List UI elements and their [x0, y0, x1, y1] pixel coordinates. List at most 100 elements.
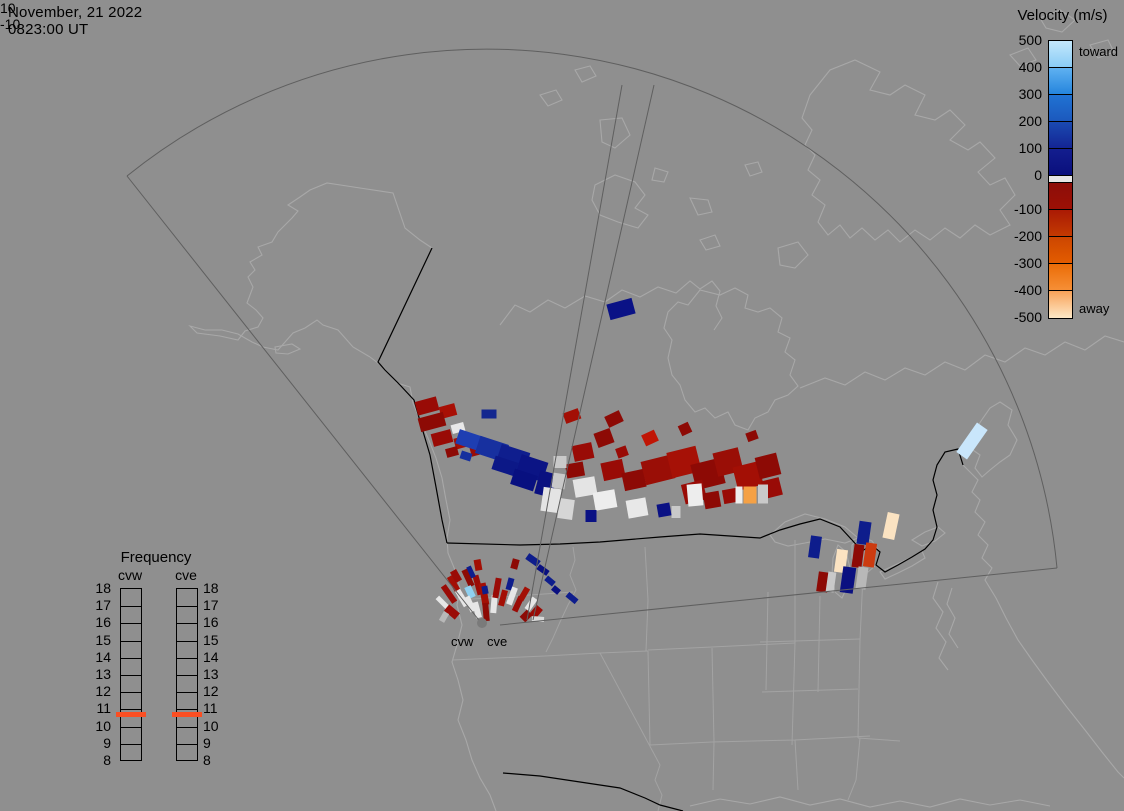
freq-cell-divider [176, 623, 197, 624]
velocity-cell [510, 468, 538, 492]
freq-cell-divider [120, 692, 141, 693]
velocity-cell [553, 456, 567, 468]
velocity-cell [640, 454, 676, 486]
freq-tick-label: 10 [95, 717, 111, 734]
velocity-cell [862, 542, 878, 568]
header: November, 21 2022 0823:00 UT [8, 4, 142, 38]
velocity-cell [440, 584, 458, 604]
threshold-lower-label: -10 [0, 16, 21, 32]
velocity-cell [732, 461, 764, 491]
freq-tick-label: 16 [203, 614, 219, 631]
freq-cell-divider [120, 744, 141, 745]
velocity-cell [417, 411, 447, 433]
velocity-tick-label: 400 [1018, 59, 1042, 75]
velocity-tick-label: -500 [1013, 309, 1042, 325]
velocity-tick-label: -100 [1013, 201, 1042, 217]
velocity-cell [449, 569, 463, 583]
velocity-cell [604, 410, 624, 428]
freq-tick-label: 8 [103, 752, 111, 768]
velocity-cell [855, 566, 869, 590]
velocity-colorbar-segment [1049, 176, 1072, 183]
velocity-cell [606, 297, 636, 321]
velocity-cell [839, 566, 857, 594]
velocity-legend: Velocity (m/s) 500 400 300 200 100 0 -100 -200 -… [0, 0, 1124, 325]
velocity-cell [464, 585, 476, 599]
velocity-cell [414, 396, 440, 416]
away-label: away [1079, 301, 1110, 316]
velocity-cell [510, 558, 520, 570]
velocity-cell [551, 472, 567, 490]
velocity-cell [735, 486, 743, 504]
freq-cell-divider [176, 727, 197, 728]
freq-tick-label: 12 [95, 683, 111, 700]
velocity-tick-labels: 500 400 300 200 100 0 -100 -200 -300 -400 -500 [980, 0, 1042, 340]
velocity-cell [721, 487, 739, 505]
velocity-cell [592, 489, 618, 511]
date-text: November, 21 2022 [8, 4, 143, 21]
freq-tick-label: 13 [95, 666, 111, 682]
velocity-cell [625, 497, 649, 519]
velocity-colorbar [1048, 40, 1073, 319]
velocity-cell [438, 611, 450, 623]
freq-cell-divider [120, 606, 141, 607]
velocity-cell [551, 585, 561, 595]
freq-cell-divider [120, 623, 141, 624]
velocity-cell [481, 409, 497, 419]
velocity-cell [571, 442, 595, 462]
freq-col-label-cvw: cvw [117, 567, 143, 583]
freq-cell-divider [120, 709, 141, 710]
freq-tick-label: 12 [203, 683, 219, 700]
velocity-cell [585, 510, 597, 522]
velocity-cell [481, 585, 489, 595]
velocity-legend-title: Velocity (m/s) [1017, 7, 1108, 24]
velocity-cell [435, 595, 451, 611]
velocity-cell [524, 596, 538, 612]
radar-beam-lines [526, 84, 655, 621]
velocity-cell [825, 571, 837, 593]
velocity-cell [455, 429, 483, 451]
velocity-cell [482, 602, 490, 622]
freq-marker-cve [171, 712, 202, 717]
freq-cell-divider [176, 744, 197, 745]
freq-tick-label: 16 [95, 614, 111, 631]
velocity-cell [677, 421, 693, 437]
freq-tick-label: 14 [95, 648, 111, 665]
velocity-cell [600, 458, 626, 482]
velocity-cell [593, 428, 615, 448]
velocity-cell [461, 568, 475, 588]
site-label-cvw: cvw [451, 634, 474, 649]
velocity-cell [743, 486, 757, 504]
velocity-cell [463, 595, 477, 613]
velocity-colorbar-segment [1049, 95, 1072, 122]
velocity-cell [621, 468, 647, 492]
velocity-cell [956, 422, 988, 460]
velocity-colorbar-segment [1049, 122, 1072, 149]
freq-tick-label: 15 [95, 631, 111, 648]
freq-tick-label: 11 [96, 700, 111, 717]
velocity-cell [702, 490, 722, 510]
site-label-cve: cve [487, 634, 508, 649]
velocity-tick-label: 500 [1018, 32, 1042, 48]
freq-tick-label: 14 [203, 648, 219, 665]
velocity-cell [529, 604, 543, 620]
freq-cell-divider [120, 675, 141, 676]
frequency-legend-title: Frequency [120, 549, 192, 566]
freq-cell-divider [120, 641, 141, 642]
velocity-colorbar-segment [1049, 183, 1072, 210]
velocity-cell [882, 512, 900, 540]
country-borders [377, 247, 964, 811]
velocity-cell [517, 586, 531, 602]
velocity-cell [540, 486, 562, 514]
velocity-cell [615, 445, 629, 459]
velocity-cells [414, 297, 988, 623]
velocity-cell [686, 483, 704, 507]
velocity-tick-label: 200 [1018, 113, 1042, 129]
freq-tick-label: 9 [103, 734, 111, 751]
threshold-upper-label: 10 [0, 0, 16, 16]
velocity-cell [472, 601, 482, 619]
freq-cell-divider [176, 675, 197, 676]
freq-cell-divider [120, 658, 141, 659]
freq-tick-label: 10 [203, 717, 219, 734]
